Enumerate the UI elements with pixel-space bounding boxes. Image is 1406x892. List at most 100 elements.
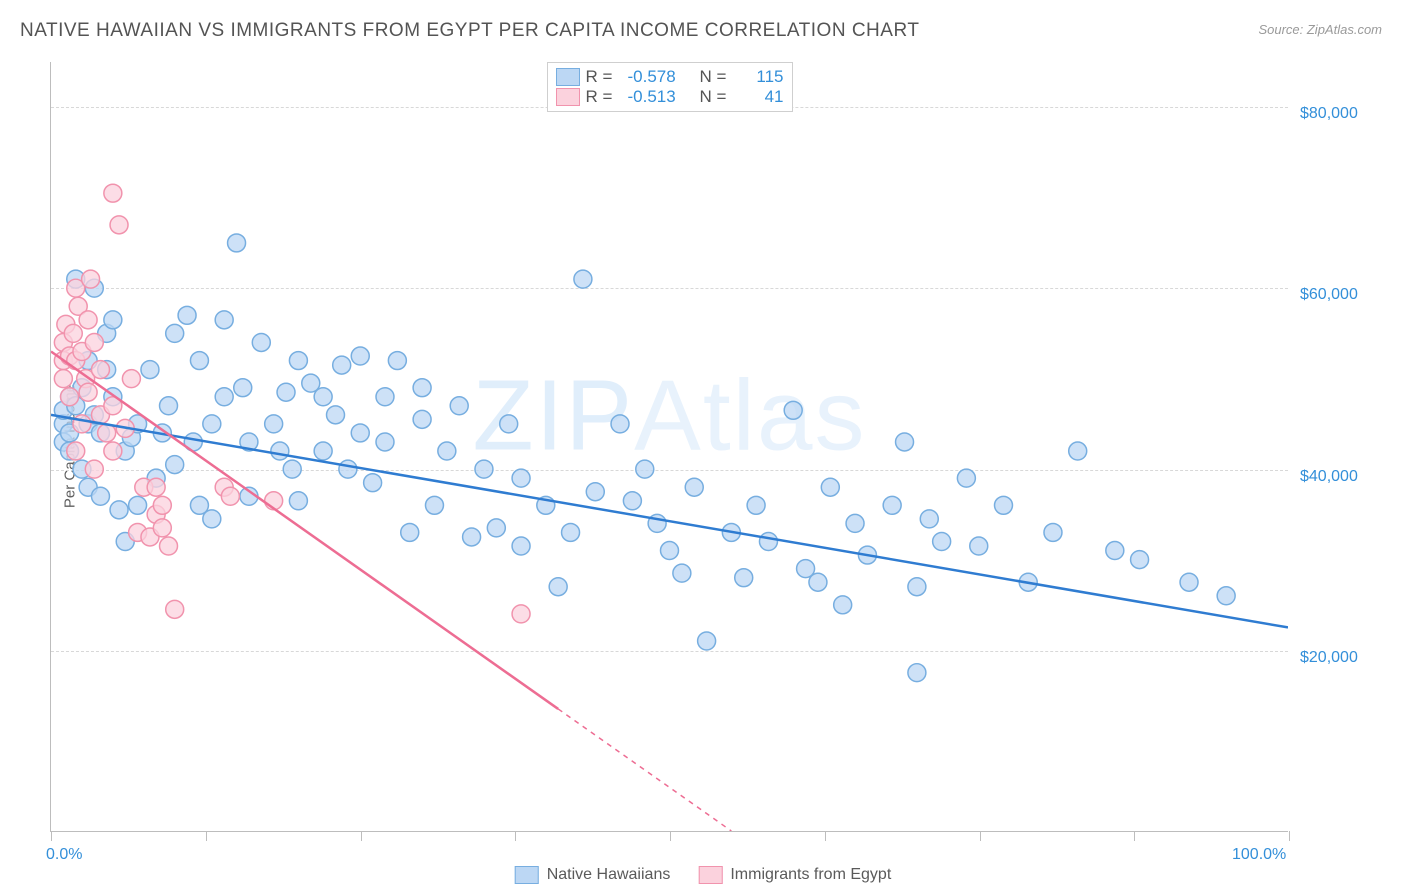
scatter-point bbox=[661, 542, 679, 560]
scatter-point bbox=[277, 383, 295, 401]
scatter-point bbox=[364, 474, 382, 492]
scatter-point bbox=[79, 383, 97, 401]
r-label: R = bbox=[586, 67, 622, 87]
scatter-point bbox=[153, 496, 171, 514]
scatter-point bbox=[104, 184, 122, 202]
scatter-point bbox=[64, 324, 82, 342]
scatter-point bbox=[147, 478, 165, 496]
scatter-point bbox=[1217, 587, 1235, 605]
scatter-point bbox=[104, 311, 122, 329]
scatter-point bbox=[166, 324, 184, 342]
scatter-point bbox=[376, 433, 394, 451]
scatter-point bbox=[401, 523, 419, 541]
scatter-point bbox=[673, 564, 691, 582]
legend-swatch bbox=[556, 68, 580, 86]
scatter-point bbox=[735, 569, 753, 587]
n-label: N = bbox=[700, 87, 736, 107]
scatter-point bbox=[73, 415, 91, 433]
x-tick bbox=[825, 831, 826, 841]
scatter-point bbox=[203, 510, 221, 528]
scatter-point bbox=[685, 478, 703, 496]
trend-line-extrapolated bbox=[558, 709, 731, 831]
scatter-point bbox=[809, 573, 827, 591]
scatter-point bbox=[920, 510, 938, 528]
scatter-point bbox=[425, 496, 443, 514]
scatter-point bbox=[91, 487, 109, 505]
r-value: -0.513 bbox=[628, 87, 694, 107]
scatter-point bbox=[91, 361, 109, 379]
scatter-point bbox=[153, 519, 171, 537]
n-label: N = bbox=[700, 67, 736, 87]
scatter-point bbox=[190, 352, 208, 370]
scatter-point bbox=[234, 379, 252, 397]
scatter-point bbox=[314, 388, 332, 406]
scatter-point bbox=[834, 596, 852, 614]
scatter-point bbox=[265, 415, 283, 433]
series-legend: Native Hawaiians Immigrants from Egypt bbox=[515, 866, 892, 884]
scatter-point bbox=[160, 397, 178, 415]
scatter-point bbox=[160, 537, 178, 555]
scatter-point bbox=[122, 370, 140, 388]
scatter-point bbox=[636, 460, 654, 478]
scatter-point bbox=[228, 234, 246, 252]
scatter-point bbox=[994, 496, 1012, 514]
scatter-point bbox=[450, 397, 468, 415]
scatter-point bbox=[104, 442, 122, 460]
legend-row: R = -0.578 N = 115 bbox=[556, 67, 784, 87]
scatter-point bbox=[1069, 442, 1087, 460]
n-value: 115 bbox=[742, 67, 784, 87]
x-tick bbox=[51, 831, 52, 841]
scatter-point bbox=[110, 501, 128, 519]
scatter-point bbox=[908, 578, 926, 596]
scatter-point bbox=[475, 460, 493, 478]
legend-item: Native Hawaiians bbox=[515, 866, 671, 884]
scatter-point bbox=[85, 333, 103, 351]
scatter-point bbox=[1131, 551, 1149, 569]
scatter-point bbox=[85, 460, 103, 478]
scatter-point bbox=[333, 356, 351, 374]
trend-line bbox=[51, 415, 1288, 628]
legend-swatch bbox=[556, 88, 580, 106]
scatter-point bbox=[487, 519, 505, 537]
r-value: -0.578 bbox=[628, 67, 694, 87]
chart-title: NATIVE HAWAIIAN VS IMMIGRANTS FROM EGYPT… bbox=[20, 20, 919, 42]
scatter-point bbox=[821, 478, 839, 496]
scatter-point bbox=[747, 496, 765, 514]
scatter-point bbox=[67, 442, 85, 460]
scatter-point bbox=[327, 406, 345, 424]
scatter-point bbox=[586, 483, 604, 501]
scatter-point bbox=[623, 492, 641, 510]
scatter-point bbox=[289, 492, 307, 510]
legend-item: Immigrants from Egypt bbox=[698, 866, 891, 884]
scatter-svg bbox=[51, 62, 1288, 831]
scatter-point bbox=[283, 460, 301, 478]
scatter-point bbox=[463, 528, 481, 546]
scatter-point bbox=[166, 600, 184, 618]
scatter-point bbox=[512, 469, 530, 487]
scatter-point bbox=[79, 311, 97, 329]
y-tick-label: $20,000 bbox=[1300, 649, 1358, 667]
scatter-point bbox=[413, 410, 431, 428]
scatter-point bbox=[957, 469, 975, 487]
legend-label: Immigrants from Egypt bbox=[730, 866, 891, 884]
scatter-point bbox=[82, 270, 100, 288]
scatter-point bbox=[166, 456, 184, 474]
plot-area: ZIPAtlas R =-0.578N =115R =-0.513N =41 bbox=[50, 62, 1288, 832]
scatter-point bbox=[1106, 542, 1124, 560]
scatter-point bbox=[549, 578, 567, 596]
scatter-point bbox=[388, 352, 406, 370]
scatter-point bbox=[54, 370, 72, 388]
scatter-point bbox=[500, 415, 518, 433]
scatter-point bbox=[512, 605, 530, 623]
scatter-point bbox=[698, 632, 716, 650]
scatter-point bbox=[351, 424, 369, 442]
scatter-point bbox=[896, 433, 914, 451]
trend-line bbox=[51, 352, 558, 709]
scatter-point bbox=[883, 496, 901, 514]
scatter-point bbox=[203, 415, 221, 433]
scatter-point bbox=[438, 442, 456, 460]
scatter-point bbox=[110, 216, 128, 234]
r-label: R = bbox=[586, 87, 622, 107]
source-attribution: Source: ZipAtlas.com bbox=[1258, 22, 1382, 37]
y-tick-label: $80,000 bbox=[1300, 105, 1358, 123]
